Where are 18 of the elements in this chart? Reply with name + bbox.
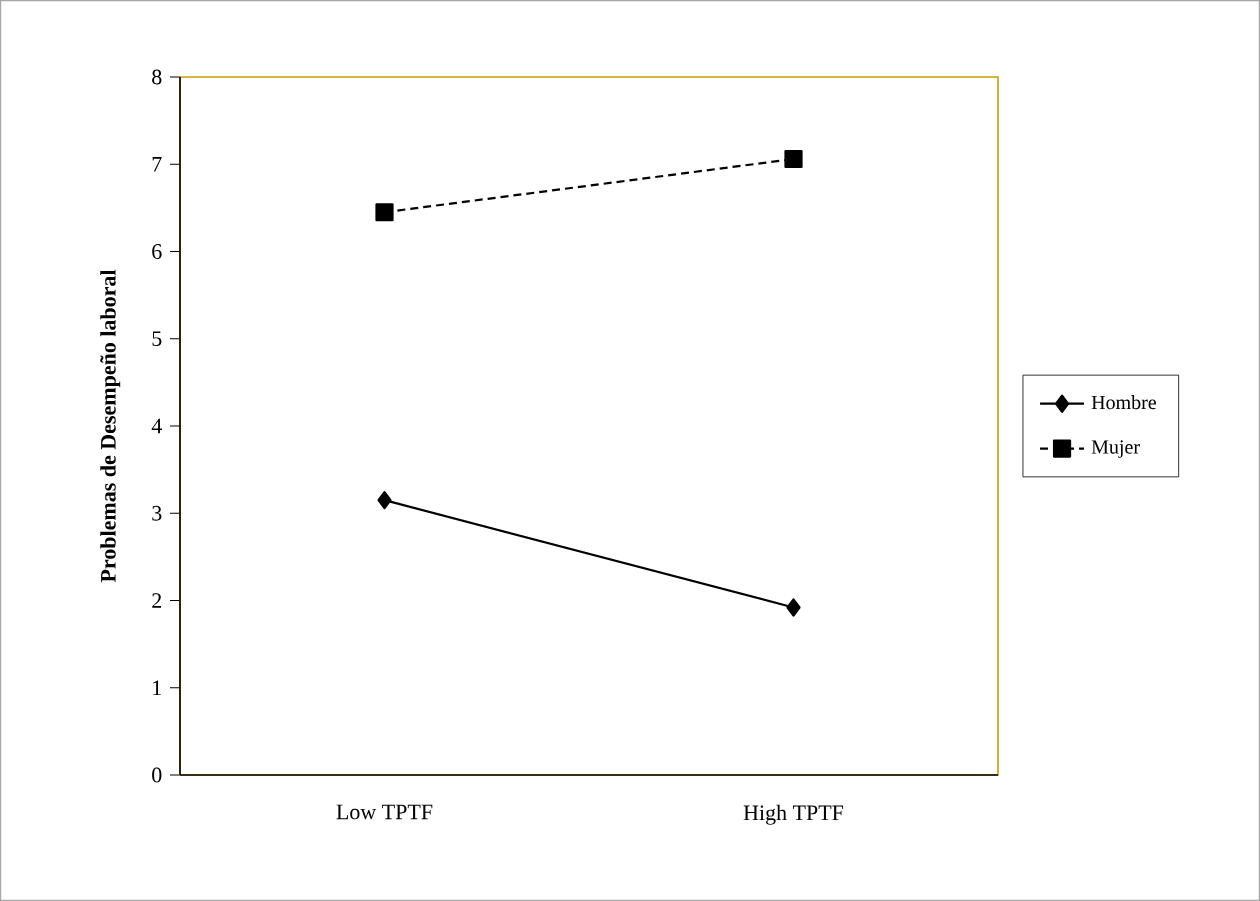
point xyxy=(786,598,801,617)
point xyxy=(375,203,394,222)
y-tick-label: 0 xyxy=(152,767,162,783)
legend-label: Hombre xyxy=(1091,395,1156,410)
y-tick-label: 8 xyxy=(152,69,162,85)
y-tick-label: 4 xyxy=(151,418,162,434)
y-axis-title: Problemas de Desempeño laboral xyxy=(100,269,121,583)
y-tick-label: 6 xyxy=(152,244,162,259)
x-tick-label: Low TPTF xyxy=(336,804,433,820)
legend-label: Mujer xyxy=(1091,440,1140,458)
point xyxy=(784,149,803,169)
point xyxy=(377,491,392,510)
y-tick-label: 5 xyxy=(152,331,162,347)
y-tick-label: 2 xyxy=(152,593,162,608)
y-tick-label: 1 xyxy=(153,680,161,696)
y-tick-label: 3 xyxy=(152,505,162,521)
x-tick-label: High TPTF xyxy=(743,804,844,825)
y-tick-label: 7 xyxy=(152,157,162,172)
